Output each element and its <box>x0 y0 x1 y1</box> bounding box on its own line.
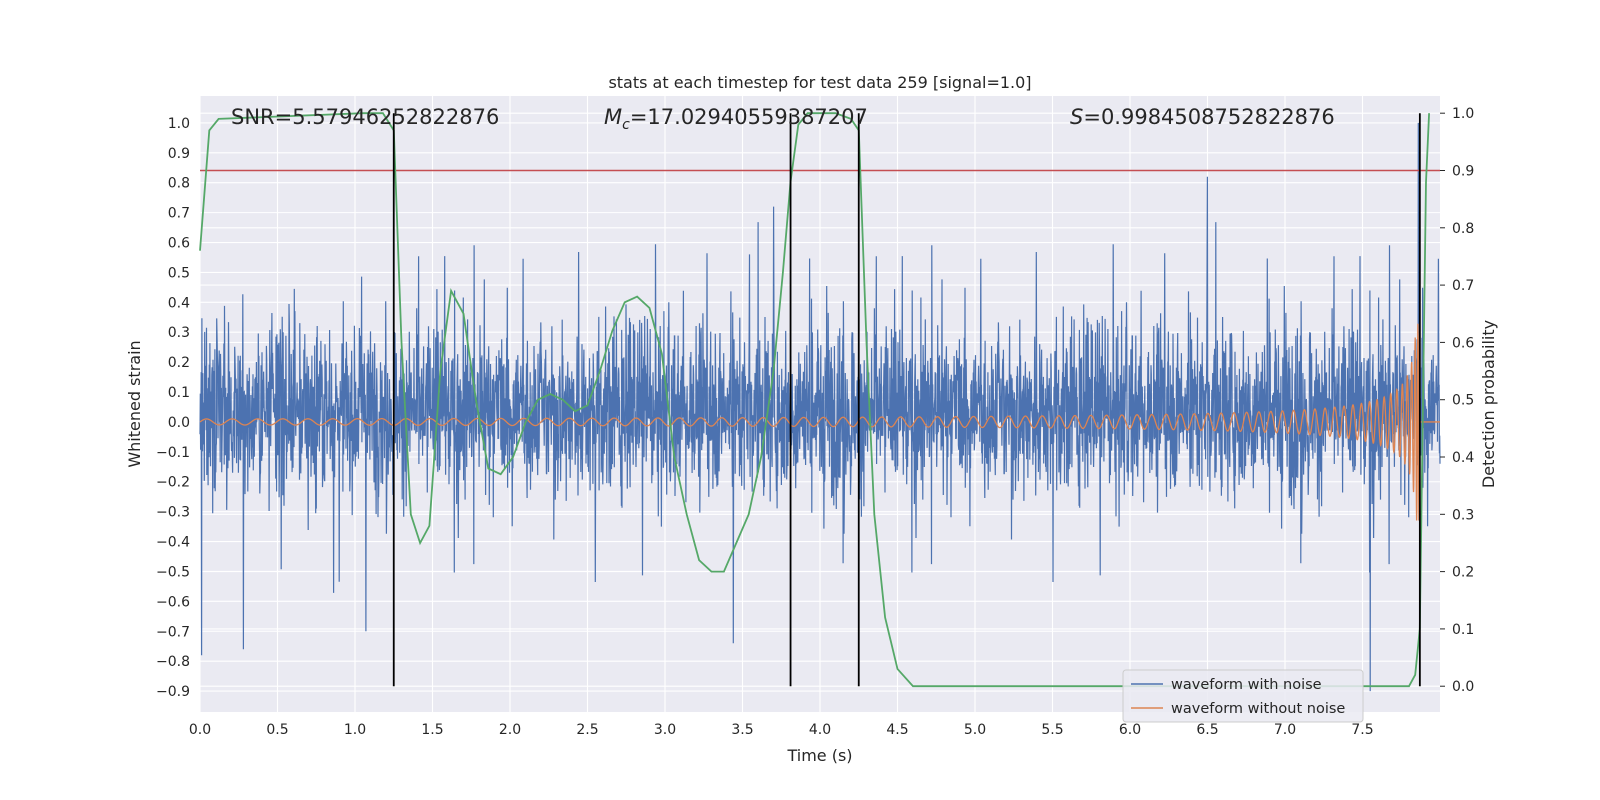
y-tick-label-15: −0.5 <box>156 564 190 580</box>
x-tick-label-4: 2.0 <box>499 722 521 738</box>
y-tick-label-4: 0.6 <box>168 236 190 252</box>
y-tick-label-8: 0.2 <box>168 355 190 371</box>
probability-line <box>199 112 1430 688</box>
chirp-mass-symbol: M <box>604 105 622 129</box>
y-tick-label-7: 0.3 <box>168 325 190 341</box>
y2-tick-label-8: 0.2 <box>1452 565 1474 581</box>
legend-clean-label: waveform without noise <box>1171 701 1345 717</box>
snr-annotation: SNR=5.57946252822876 <box>231 105 499 129</box>
x-axis-ticks: 0.0 0.5 1.0 1.5 2.0 2.5 3.0 3.5 4.0 4.5 5.0 5.5 6.0 6… <box>189 722 1374 738</box>
legend-noise-label: waveform with noise <box>1171 677 1322 693</box>
x-tick-label-1: 0.5 <box>266 722 288 738</box>
y2-tick-label-3: 0.7 <box>1452 278 1474 294</box>
legend-box <box>1122 669 1364 723</box>
y2-axis-ticks: 1.0 0.9 0.8 0.7 0.6 0.5 0.4 0.3 0.2 0.1 0.0 <box>1440 106 1474 695</box>
chirp-mass-annotation: Mc=17.02940559387207 <box>604 105 868 133</box>
y2-tick-label-0: 1.0 <box>1452 106 1474 122</box>
y2-tick-label-4: 0.6 <box>1452 335 1474 351</box>
y2-tick-label-9: 0.1 <box>1452 622 1474 638</box>
y2-tick-label-5: 0.5 <box>1452 393 1474 409</box>
x-tick-label-13: 6.5 <box>1196 722 1218 738</box>
y-tick-label-19: −0.9 <box>156 684 190 700</box>
x-tick-label-9: 4.5 <box>886 722 908 738</box>
waveform-without-noise <box>199 323 1440 521</box>
x-tick-label-10: 5.0 <box>964 722 986 738</box>
chirp-mass-subscript: c <box>622 117 630 133</box>
x-tick-label-3: 1.5 <box>421 722 443 738</box>
x-tick-label-2: 1.0 <box>344 722 366 738</box>
x-tick-label-6: 3.0 <box>654 722 676 738</box>
y2-axis-label: Detection probability <box>1479 320 1498 488</box>
x-tick-label-12: 6.0 <box>1119 722 1141 738</box>
chirp-mass-value: =17.02940559387207 <box>630 105 868 129</box>
y-tick-label-11: −0.1 <box>156 445 190 461</box>
y-tick-label-2: 0.8 <box>168 176 190 192</box>
y-tick-label-9: 0.1 <box>168 385 190 401</box>
y-tick-label-16: −0.6 <box>156 594 190 610</box>
y-tick-label-17: −0.7 <box>156 624 190 640</box>
y-tick-label-5: 0.5 <box>168 265 190 281</box>
x-tick-label-8: 4.0 <box>809 722 831 738</box>
x-tick-label-15: 7.5 <box>1351 722 1373 738</box>
y2-tick-label-10: 0.0 <box>1452 679 1474 695</box>
y-tick-label-14: −0.4 <box>156 535 190 551</box>
y-tick-label-1: 0.9 <box>168 146 190 162</box>
x-tick-label-14: 7.0 <box>1274 722 1296 738</box>
y-tick-label-18: −0.8 <box>156 654 190 670</box>
y-axis-ticks: 1.0 0.9 0.8 0.7 0.6 0.5 0.4 0.3 0.2 0.1 0.0 −0.1 −0.… <box>156 116 190 700</box>
x-axis-label: Time (s) <box>786 746 852 765</box>
clean-waveform-line <box>199 323 1440 521</box>
y-tick-label-0: 1.0 <box>168 116 190 132</box>
noise-waveform-line <box>199 122 1441 692</box>
y-tick-label-12: −0.2 <box>156 475 190 491</box>
y-tick-label-13: −0.3 <box>156 505 190 521</box>
y-tick-label-10: 0.0 <box>168 415 190 431</box>
x-tick-label-11: 5.5 <box>1041 722 1063 738</box>
y-axis-label: Whitened strain <box>125 340 144 467</box>
score-symbol: S <box>1070 105 1083 129</box>
waveform-with-noise <box>199 122 1441 692</box>
y2-tick-label-6: 0.4 <box>1452 450 1474 466</box>
vertical-markers <box>392 113 1421 687</box>
detection-probability <box>199 112 1430 688</box>
x-tick-label-7: 3.5 <box>731 722 753 738</box>
score-value: =0.9984508752822876 <box>1083 105 1334 129</box>
x-tick-label-5: 2.5 <box>576 722 598 738</box>
legend: waveform with noise waveform without noi… <box>1122 669 1364 723</box>
y-tick-label-6: 0.4 <box>168 295 190 311</box>
score-annotation: S=0.9984508752822876 <box>1070 105 1335 129</box>
x-tick-label-0: 0.0 <box>189 722 211 738</box>
y2-tick-label-1: 0.9 <box>1452 163 1474 179</box>
y2-tick-label-2: 0.8 <box>1452 221 1474 237</box>
y2-tick-label-7: 0.3 <box>1452 507 1474 523</box>
chart-title: stats at each timestep for test data 259… <box>608 73 1031 92</box>
y-tick-label-3: 0.7 <box>168 206 190 222</box>
